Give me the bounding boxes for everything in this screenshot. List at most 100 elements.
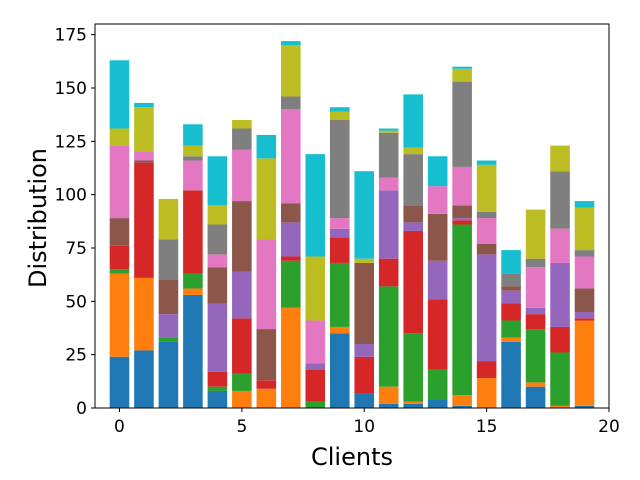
bar-segment-client-17-series-4 — [525, 307, 546, 315]
y-tick-label: 75 — [65, 239, 87, 259]
bar-segment-client-7-series-8 — [281, 45, 301, 97]
bar-segment-client-4-series-9 — [207, 156, 228, 206]
bar-segment-client-12-series-4 — [403, 222, 423, 231]
bar-segment-client-6-series-1 — [256, 388, 277, 408]
bar-segment-client-2-series-7 — [158, 239, 179, 280]
bar-segment-client-11-series-9 — [378, 128, 399, 131]
bar-segment-client-6-series-9 — [256, 134, 277, 159]
bar-segment-client-12-series-9 — [403, 94, 423, 148]
y-tick-label: 25 — [65, 346, 87, 366]
bar-segment-client-15-series-5 — [476, 243, 497, 255]
bar-segment-client-15-series-8 — [476, 164, 497, 212]
bar-segment-client-13-series-0 — [427, 399, 448, 408]
bar-segment-client-1-series-5 — [134, 160, 154, 163]
bar-segment-client-13-series-9 — [427, 156, 448, 187]
x-tick-label: 20 — [598, 417, 620, 437]
y-tick-label: 50 — [65, 292, 87, 312]
bar-segment-client-4-series-7 — [207, 224, 228, 255]
bar-segment-client-6-series-5 — [256, 329, 277, 381]
bar-segment-client-4-series-0 — [207, 390, 228, 408]
bar-segment-client-12-series-5 — [403, 205, 423, 223]
bar-segment-client-16-series-4 — [501, 290, 521, 304]
bar-segment-client-11-series-6 — [378, 177, 399, 191]
bar-segment-client-11-series-8 — [378, 130, 399, 133]
bar-segment-client-13-series-2 — [427, 369, 448, 400]
bar-segment-client-17-series-1 — [525, 382, 546, 387]
bar-segment-client-10-series-8 — [354, 258, 375, 263]
bar-segment-client-2-series-2 — [158, 337, 179, 342]
bar-segment-client-19-series-9 — [574, 201, 595, 208]
bar-segment-client-8-series-9 — [305, 154, 326, 257]
bar-segment-client-5-series-4 — [232, 271, 252, 319]
bar-segment-client-13-series-5 — [427, 213, 448, 261]
bar-segment-client-12-series-0 — [403, 403, 423, 408]
bar-segment-client-9-series-0 — [329, 333, 350, 408]
x-tick-label: 15 — [476, 417, 498, 437]
bar-segment-client-0-series-3 — [109, 245, 130, 270]
bar-segment-client-8-series-8 — [305, 256, 326, 321]
x-axis-title: Clients — [311, 443, 393, 471]
bar-segment-client-5-series-3 — [232, 318, 252, 374]
bar-segment-client-1-series-0 — [134, 350, 154, 408]
bar-segment-client-0-series-6 — [109, 145, 130, 219]
bar-segment-client-9-series-2 — [329, 262, 350, 327]
bar-segment-client-15-series-7 — [476, 211, 497, 219]
bar-segment-client-17-series-3 — [525, 314, 546, 330]
bar-segment-client-6-series-8 — [256, 158, 277, 240]
bar-segment-client-11-series-0 — [378, 403, 399, 408]
bar-segment-client-15-series-6 — [476, 218, 497, 244]
bar-segment-client-7-series-4 — [281, 222, 301, 257]
bar-segment-client-18-series-4 — [550, 262, 570, 327]
bar-segment-client-9-series-1 — [329, 326, 350, 334]
axes-layer: 0 5 10 15 20 0 25 50 75 100 125 150 175 — [55, 23, 620, 437]
bar-segment-client-9-series-6 — [329, 218, 350, 229]
bar-segment-client-9-series-9 — [329, 107, 350, 112]
bar-segment-client-7-series-1 — [281, 307, 301, 408]
bar-segment-client-3-series-0 — [183, 294, 203, 408]
bar-segment-client-2-series-5 — [158, 280, 179, 315]
bar-segment-client-16-series-0 — [501, 341, 521, 408]
bar-segment-client-4-series-3 — [207, 371, 228, 387]
bar-segment-client-3-series-2 — [183, 273, 203, 289]
bar-segment-client-10-series-5 — [354, 262, 375, 344]
bar-segment-client-16-series-9 — [501, 250, 521, 274]
bar-segment-client-18-series-2 — [550, 352, 570, 406]
bar-segment-client-11-series-7 — [378, 132, 399, 178]
bar-segment-client-16-series-1 — [501, 337, 521, 342]
bar-segment-client-14-series-9 — [452, 66, 472, 69]
bar-segment-client-19-series-8 — [574, 207, 595, 251]
bar-segment-client-14-series-6 — [452, 166, 472, 206]
bar-segment-client-8-series-2 — [305, 401, 326, 408]
bar-segment-client-8-series-3 — [305, 369, 326, 402]
bar-segment-client-18-series-8 — [550, 145, 570, 172]
bar-segment-client-7-series-2 — [281, 260, 301, 308]
bar-segment-client-8-series-6 — [305, 320, 326, 364]
bar-segment-client-5-series-8 — [232, 120, 252, 129]
bar-segment-client-0-series-5 — [109, 218, 130, 246]
bar-segment-client-13-series-4 — [427, 260, 448, 300]
bar-segment-client-5-series-6 — [232, 149, 252, 202]
bar-segment-client-18-series-3 — [550, 326, 570, 353]
bar-segment-client-19-series-0 — [574, 405, 595, 408]
bar-segment-client-3-series-6 — [183, 160, 203, 191]
bar-segment-client-7-series-9 — [281, 41, 301, 46]
bar-segment-client-12-series-8 — [403, 147, 423, 155]
bar-segment-client-12-series-1 — [403, 401, 423, 404]
bar-segment-client-17-series-7 — [525, 258, 546, 268]
bar-segment-client-3-series-1 — [183, 288, 203, 295]
bar-segment-client-0-series-8 — [109, 128, 130, 146]
bar-segment-client-17-series-6 — [525, 267, 546, 308]
bar-segment-client-10-series-9 — [354, 171, 375, 259]
bar-segment-client-2-series-0 — [158, 341, 179, 408]
bar-segment-client-15-series-4 — [476, 254, 497, 362]
bars-layer — [109, 41, 595, 408]
bar-segment-client-5-series-2 — [232, 373, 252, 391]
bar-segment-client-19-series-3 — [574, 318, 595, 321]
bar-segment-client-16-series-7 — [501, 273, 521, 287]
bar-segment-client-17-series-0 — [525, 386, 546, 408]
x-tick-label: 10 — [353, 417, 375, 437]
bar-segment-client-19-series-1 — [574, 320, 595, 406]
bar-segment-client-14-series-2 — [452, 224, 472, 396]
bar-segment-client-5-series-7 — [232, 128, 252, 150]
